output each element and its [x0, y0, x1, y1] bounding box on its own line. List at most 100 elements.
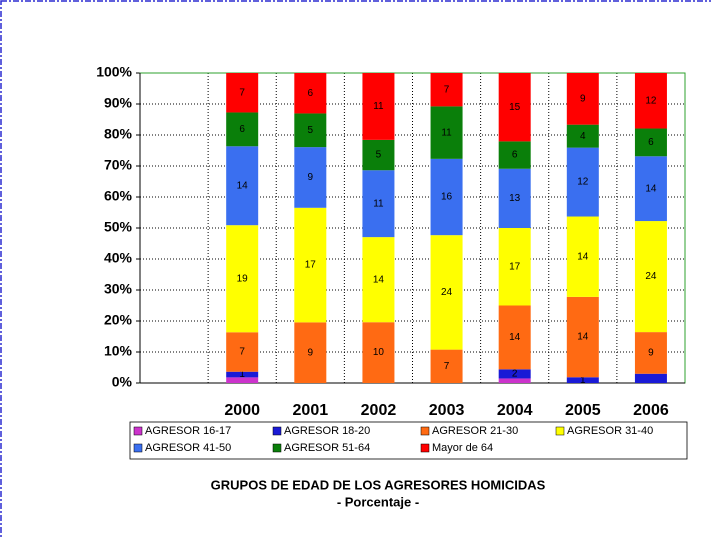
bar-segment	[634, 156, 667, 222]
data-label: 6	[648, 137, 654, 148]
x-tick-label: 2000	[224, 402, 260, 419]
bar-segment	[226, 146, 259, 226]
legend-label: AGRESOR 18-20	[284, 425, 370, 437]
x-tick-label: 2006	[633, 402, 669, 419]
data-label: 7	[239, 87, 245, 98]
bar-segment	[430, 73, 463, 107]
data-label: 17	[509, 261, 521, 272]
data-label: 4	[580, 131, 586, 142]
data-label: 24	[441, 287, 453, 298]
bar-segment	[294, 113, 327, 148]
bar-segment	[566, 147, 599, 217]
bar-segment	[226, 377, 259, 383]
bar-segment	[566, 216, 599, 297]
data-label: 14	[237, 180, 249, 191]
bar-segment	[566, 377, 599, 383]
bar-segment	[498, 73, 531, 142]
y-tick-label: 20%	[104, 312, 133, 328]
data-label: 14	[577, 251, 589, 262]
legend-box	[129, 421, 688, 460]
data-label: 2	[512, 369, 518, 380]
bar-segment	[294, 322, 327, 383]
data-label: 14	[373, 274, 385, 285]
legend-label: AGRESOR 16-17	[145, 425, 231, 437]
data-label: 9	[580, 93, 586, 104]
data-label: 13	[509, 193, 521, 204]
x-tick-label: 2001	[293, 402, 329, 419]
bar-segment	[634, 332, 667, 374]
y-tick-label: 30%	[104, 281, 133, 297]
y-tick-label: 10%	[104, 343, 133, 359]
legend-swatch	[133, 426, 143, 436]
data-label: 19	[237, 273, 249, 284]
data-label: 15	[509, 102, 521, 113]
chart-title: GRUPOS DE EDAD DE LOS AGRESORES HOMICIDA…	[211, 477, 546, 492]
legend-label: Mayor de 64	[432, 442, 493, 454]
bar-segment	[498, 369, 531, 379]
bar-segment	[498, 168, 531, 228]
data-label: 6	[239, 124, 245, 135]
data-label: 11	[441, 127, 452, 138]
data-label: 14	[645, 183, 657, 194]
data-label: 6	[308, 88, 314, 99]
data-label: 16	[441, 192, 453, 203]
bar-segment	[634, 373, 667, 383]
bar-segment	[634, 221, 667, 333]
legend-label: AGRESOR 31-40	[567, 425, 653, 437]
legend-swatch	[272, 443, 282, 453]
bar-segment	[634, 73, 667, 129]
bar-segment	[634, 128, 667, 157]
data-label: 7	[444, 361, 450, 372]
data-label: 7	[239, 347, 245, 358]
bar-segment	[498, 228, 531, 306]
data-label: 14	[509, 332, 521, 343]
y-tick-label: 100%	[96, 64, 132, 80]
bar-segment	[362, 237, 395, 323]
bar-segment	[498, 305, 531, 370]
bar-segment	[498, 141, 531, 169]
y-tick-label: 50%	[104, 219, 133, 235]
bar-segment	[294, 207, 327, 323]
bar-segment	[362, 170, 395, 238]
data-label: 5	[308, 125, 314, 136]
bar-segment	[566, 73, 599, 125]
bar-segment	[362, 322, 395, 383]
y-tick-label: 80%	[104, 126, 133, 142]
bar-segment	[430, 106, 463, 159]
bar-segment	[362, 73, 395, 140]
bar-segment	[566, 296, 599, 378]
bar-segment	[430, 235, 463, 350]
data-label: 11	[373, 101, 384, 112]
legend-label: AGRESOR 21-30	[432, 425, 518, 437]
bar-segment	[430, 158, 463, 236]
bar-segment	[294, 147, 327, 208]
bar-segment	[430, 349, 463, 383]
data-label: 9	[308, 172, 314, 183]
data-label: 5	[376, 150, 382, 161]
data-label: 9	[648, 348, 654, 359]
data-label: 7	[444, 84, 450, 95]
bar-segment	[566, 124, 599, 148]
x-tick-label: 2005	[565, 402, 601, 419]
data-label: 24	[645, 271, 657, 282]
y-tick-label: 90%	[104, 95, 133, 111]
legend-label: AGRESOR 51-64	[284, 442, 370, 454]
x-tick-label: 2003	[429, 402, 465, 419]
legend-swatch	[420, 443, 430, 453]
data-label: 1	[239, 369, 245, 380]
bar-segment	[362, 139, 395, 171]
data-label: 6	[512, 150, 518, 161]
x-tick-label: 2002	[361, 402, 397, 419]
legend-label: AGRESOR 41-50	[145, 442, 231, 454]
chart-subtitle: - Porcentaje -	[337, 494, 419, 509]
y-tick-label: 70%	[104, 157, 133, 173]
legend-swatch	[420, 426, 430, 436]
legend-swatch	[555, 426, 565, 436]
data-label: 17	[305, 260, 317, 271]
data-label: 9	[308, 347, 314, 358]
data-label: 11	[373, 198, 384, 209]
data-label: 1	[580, 375, 586, 386]
data-label: 10	[373, 347, 385, 358]
